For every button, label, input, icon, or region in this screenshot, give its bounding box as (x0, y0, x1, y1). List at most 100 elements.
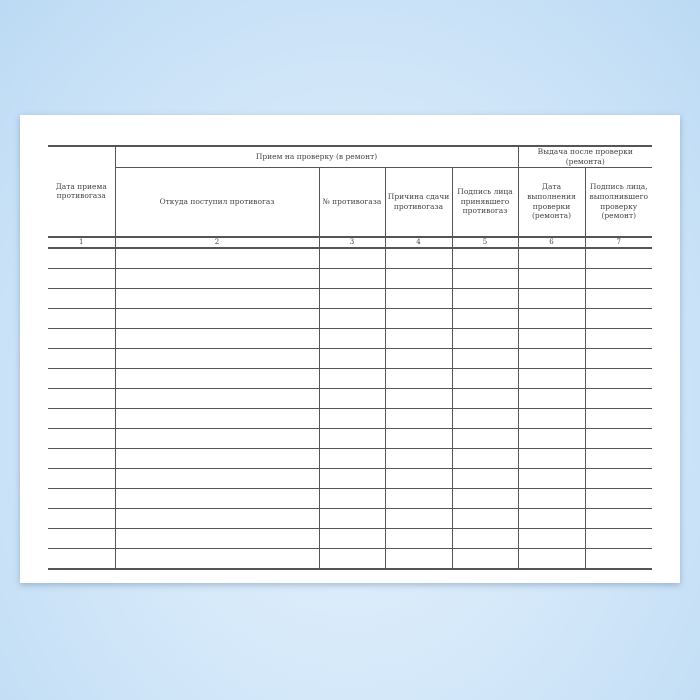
table-cell (584, 267, 652, 289)
column-number: 4 (384, 235, 453, 249)
table-cell (318, 287, 386, 309)
table-cell (584, 307, 652, 329)
table-row (48, 547, 652, 570)
table-cell (384, 507, 453, 529)
table-row (48, 247, 652, 269)
group-header-issue: Выдача после проверки (ремонта) (517, 145, 652, 168)
table-cell (451, 367, 519, 389)
table-cell (48, 307, 116, 329)
table-cell (584, 387, 652, 409)
table-cell (114, 527, 320, 549)
table-cell (517, 467, 586, 489)
table-cell (517, 267, 586, 289)
table-cell (318, 507, 386, 529)
form-page: Дата приема противогаза Прием на проверк… (20, 115, 680, 583)
table-cell (384, 547, 453, 570)
table-cell (48, 387, 116, 409)
table-cell (384, 287, 453, 309)
column-header-3: № противогаза (318, 166, 386, 237)
table-row (48, 267, 652, 289)
table-row (48, 527, 652, 549)
log-table: Дата приема противогаза Прием на проверк… (48, 145, 652, 570)
column-number: 1 (48, 235, 116, 249)
table-cell (318, 367, 386, 389)
table-cell (114, 287, 320, 309)
table-cell (451, 267, 519, 289)
table-cell (48, 327, 116, 349)
table-row (48, 347, 652, 369)
table-cell (318, 407, 386, 429)
table-cell (48, 287, 116, 309)
table-cell (517, 547, 586, 570)
table-row (48, 387, 652, 409)
table-cell (384, 487, 453, 509)
table-cell (584, 427, 652, 449)
table-cell (517, 527, 586, 549)
table-cell (584, 547, 652, 570)
table-cell (318, 447, 386, 469)
table-cell (318, 307, 386, 329)
group-header-receipt: Прием на проверку (в ремонт) (114, 145, 519, 168)
table-cell (48, 427, 116, 449)
table-cell (384, 527, 453, 549)
table-cell (451, 387, 519, 409)
table-cell (384, 327, 453, 349)
table-row (48, 507, 652, 529)
table-cell (114, 507, 320, 529)
table-cell (584, 367, 652, 389)
table-cell (517, 407, 586, 429)
column-number: 2 (114, 235, 320, 249)
table-row (48, 447, 652, 469)
table-row (48, 307, 652, 329)
table-cell (318, 347, 386, 369)
table-cell (584, 247, 652, 269)
column-number: 6 (517, 235, 586, 249)
table-cell (517, 507, 586, 529)
table-cell (451, 247, 519, 269)
table-cell (114, 467, 320, 489)
table-cell (318, 427, 386, 449)
table-row (48, 427, 652, 449)
table-cell (318, 547, 386, 570)
table-cell (584, 407, 652, 429)
table-cell (384, 347, 453, 369)
column-header-5: Подпись лица принявшего противогаз (451, 166, 519, 237)
table-row (48, 327, 652, 349)
table-row (48, 367, 652, 389)
table-cell (451, 527, 519, 549)
table-cell (584, 327, 652, 349)
table-cell (114, 407, 320, 429)
table-cell (114, 427, 320, 449)
table-cell (114, 247, 320, 269)
table-cell (114, 347, 320, 369)
table-cell (517, 367, 586, 389)
column-header-1: Дата приема противогаза (48, 145, 116, 237)
table-row (48, 287, 652, 309)
column-header-7: Подпись лица, выполнившего проверку (рем… (584, 166, 652, 237)
table-cell (517, 327, 586, 349)
table-cell (48, 527, 116, 549)
table-cell (517, 387, 586, 409)
table-cell (48, 407, 116, 429)
table-cell (384, 427, 453, 449)
table-row (48, 467, 652, 489)
table-cell (48, 447, 116, 469)
column-header-4: Причина сдачи противогаза (384, 166, 453, 237)
table-cell (114, 307, 320, 329)
table-cell (451, 327, 519, 349)
table-cell (584, 347, 652, 369)
table-cell (48, 507, 116, 529)
table-cell (451, 307, 519, 329)
table-cell (517, 247, 586, 269)
table-cell (114, 547, 320, 570)
table-cell (451, 507, 519, 529)
column-number: 5 (451, 235, 519, 249)
table-cell (384, 467, 453, 489)
table-cell (114, 487, 320, 509)
table-cell (48, 547, 116, 570)
table-cell (451, 427, 519, 449)
table-cell (517, 487, 586, 509)
table-cell (114, 447, 320, 469)
table-cell (384, 367, 453, 389)
table-cell (584, 447, 652, 469)
